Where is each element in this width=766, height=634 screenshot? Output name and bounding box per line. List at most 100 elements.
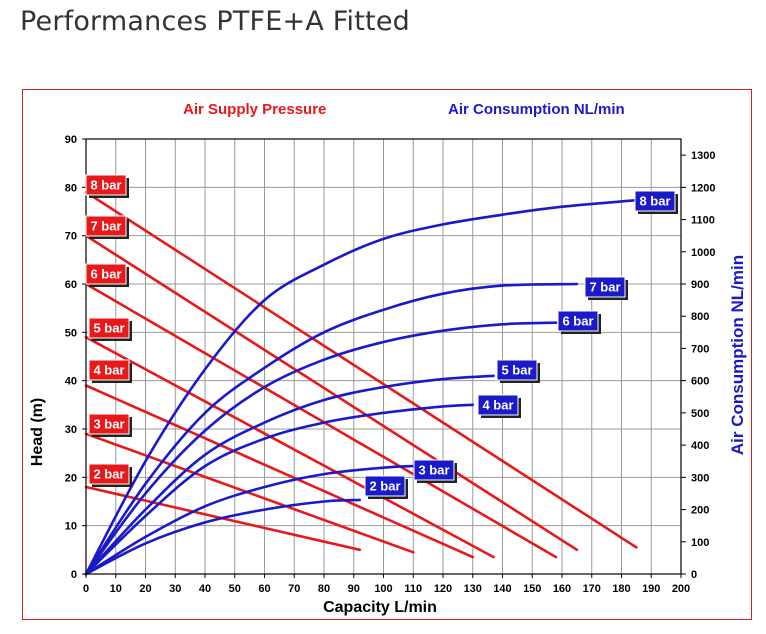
x-tick-label: 40 bbox=[199, 583, 211, 595]
badge-label: 3 bar bbox=[93, 417, 124, 432]
badge-box bbox=[413, 459, 455, 481]
head-line-5-bar bbox=[84, 335, 495, 559]
axes: 0 10 20 30 40 50 60 70 80 90 100 110 120 130 140 150 160… bbox=[65, 134, 716, 595]
legend-air-supply-pressure: Air Supply Pressure bbox=[183, 101, 326, 118]
air-curve-7-bar bbox=[84, 282, 579, 576]
legend-air-consumption: Air Consumption NL/min bbox=[448, 101, 625, 118]
y2-tick-label: 1200 bbox=[691, 182, 715, 194]
y-tick-label: 50 bbox=[65, 327, 77, 339]
y2-tick-label: 700 bbox=[691, 343, 709, 355]
air-curve-2-bar bbox=[84, 498, 361, 576]
y2-tick-label: 500 bbox=[691, 408, 709, 420]
page-title: Performances PTFE+A Fitted bbox=[20, 6, 410, 37]
air-badge-5-bar: 5 bar bbox=[496, 359, 540, 383]
y-tick-label: 30 bbox=[65, 424, 77, 436]
y2-tick-label: 100 bbox=[691, 537, 709, 549]
badge-box bbox=[88, 463, 130, 485]
y2-tick-label: 800 bbox=[691, 311, 709, 323]
x-tick-label: 120 bbox=[434, 583, 452, 595]
y-tick-label: 20 bbox=[65, 472, 77, 484]
y2-tick-label: 900 bbox=[691, 279, 709, 291]
x-tick-label: 170 bbox=[583, 583, 601, 595]
badge-label: 8 bar bbox=[90, 178, 121, 193]
y2-axis-label: Air Consumption NL/min bbox=[728, 255, 747, 455]
badge-box bbox=[584, 276, 626, 298]
head-line-4-bar bbox=[84, 384, 475, 559]
x-tick-label: 200 bbox=[672, 583, 690, 595]
badge-box bbox=[88, 413, 130, 435]
air-badge-2-bar: 2 bar bbox=[364, 475, 408, 499]
x-tick-label: 140 bbox=[493, 583, 511, 595]
badge-box bbox=[477, 394, 519, 416]
badge-box bbox=[496, 359, 538, 381]
plot-area-border bbox=[85, 138, 682, 575]
badge-label: 5 bar bbox=[501, 363, 532, 378]
head-badge-8-bar: 8 bar bbox=[85, 174, 129, 198]
y2-tick-label: 300 bbox=[691, 472, 709, 484]
x-axis-label: Capacity L/min bbox=[323, 599, 437, 616]
y-tick-label: 40 bbox=[65, 376, 77, 388]
head-line-8-bar bbox=[84, 190, 638, 549]
x-tick-label: 20 bbox=[139, 583, 151, 595]
air-badge-6-bar: 6 bar bbox=[557, 310, 601, 334]
air-curve-4-bar bbox=[84, 403, 475, 576]
air-badge-3-bar: 3 bar bbox=[413, 459, 457, 483]
x-tick-label: 80 bbox=[318, 583, 330, 595]
y-tick-label: 70 bbox=[65, 231, 77, 243]
air-curve-3-bar bbox=[84, 464, 415, 576]
performance-chart: Air Supply Pressure Air Consumption NL/m… bbox=[29, 101, 747, 616]
badge-box bbox=[88, 359, 130, 381]
y-tick-label: 80 bbox=[65, 182, 77, 194]
badge-box bbox=[85, 263, 127, 285]
y-tick-label: 60 bbox=[65, 279, 77, 291]
head-badge-4-bar: 4 bar bbox=[88, 359, 132, 383]
head-line-3-bar bbox=[84, 432, 415, 554]
badge-label: 6 bar bbox=[90, 267, 121, 282]
badge-label: 4 bar bbox=[482, 398, 513, 413]
head-line-6-bar bbox=[84, 282, 558, 559]
x-tick-label: 70 bbox=[288, 583, 300, 595]
x-tick-label: 60 bbox=[258, 583, 270, 595]
x-tick-label: 10 bbox=[110, 583, 122, 595]
badge-box bbox=[85, 215, 127, 237]
y2-tick-label: 600 bbox=[691, 376, 709, 388]
air-lines bbox=[84, 198, 638, 576]
head-badge-6-bar: 6 bar bbox=[85, 263, 129, 287]
air-curve-8-bar bbox=[84, 198, 638, 576]
badge-label: 8 bar bbox=[639, 194, 670, 209]
badge-label: 3 bar bbox=[418, 463, 449, 478]
head-line-7-bar bbox=[84, 234, 579, 552]
badge-box bbox=[634, 190, 676, 212]
badge-label: 2 bar bbox=[369, 479, 400, 494]
y-tick-label: 90 bbox=[65, 134, 77, 146]
x-tick-label: 190 bbox=[642, 583, 660, 595]
head-badge-2-bar: 2 bar bbox=[88, 463, 132, 487]
air-badge-8-bar: 8 bar bbox=[634, 190, 678, 214]
x-tick-label: 30 bbox=[169, 583, 181, 595]
y-tick-label: 0 bbox=[71, 569, 77, 581]
badges: 8 bar 7 bar 6 bar 5 bar 4 bar 3 bar 2 bar 8 bar… bbox=[85, 174, 678, 499]
badge-box bbox=[88, 317, 130, 339]
head-badge-7-bar: 7 bar bbox=[85, 215, 129, 239]
head-badge-3-bar: 3 bar bbox=[88, 413, 132, 437]
y2-tick-label: 200 bbox=[691, 505, 709, 517]
x-tick-label: 180 bbox=[612, 583, 630, 595]
badge-label: 2 bar bbox=[93, 467, 124, 482]
x-tick-label: 100 bbox=[374, 583, 392, 595]
x-tick-label: 50 bbox=[229, 583, 241, 595]
air-badge-4-bar: 4 bar bbox=[477, 394, 521, 418]
x-tick-label: 0 bbox=[83, 583, 89, 595]
badge-label: 5 bar bbox=[93, 321, 124, 336]
x-tick-label: 150 bbox=[523, 583, 541, 595]
x-tick-label: 160 bbox=[553, 583, 571, 595]
head-lines bbox=[84, 190, 638, 559]
badge-box bbox=[85, 174, 127, 196]
badge-box bbox=[364, 475, 406, 497]
y2-tick-label: 0 bbox=[691, 569, 697, 581]
badge-label: 4 bar bbox=[93, 363, 124, 378]
x-tick-label: 90 bbox=[348, 583, 360, 595]
y2-tick-label: 1000 bbox=[691, 247, 715, 259]
y-tick-label: 10 bbox=[65, 521, 77, 533]
air-badge-7-bar: 7 bar bbox=[584, 276, 628, 300]
head-badge-5-bar: 5 bar bbox=[88, 317, 132, 341]
